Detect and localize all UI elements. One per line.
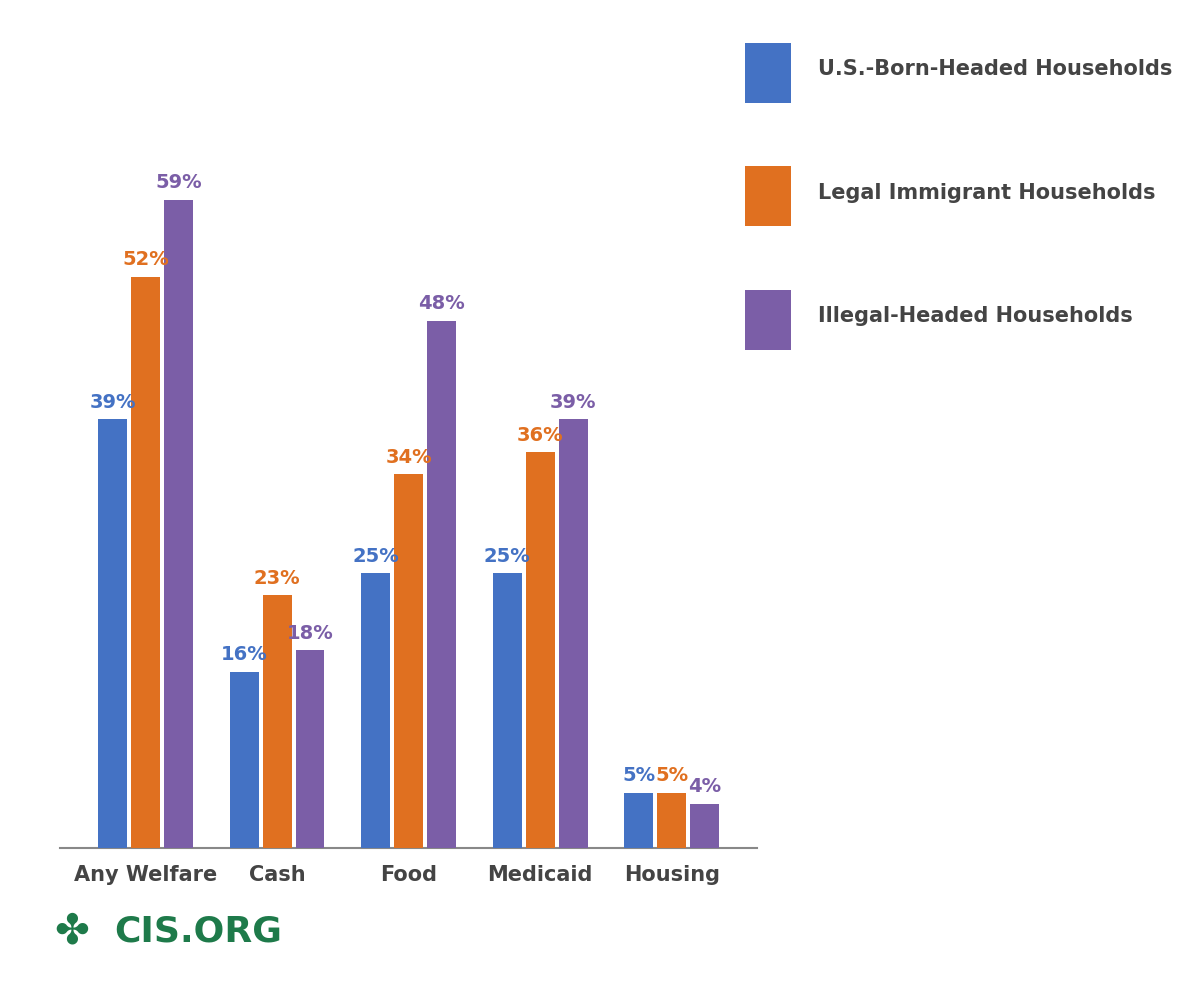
Text: 18%: 18% — [286, 623, 333, 643]
Text: ✤: ✤ — [54, 911, 90, 952]
Bar — [163, 200, 194, 848]
Bar — [230, 672, 258, 848]
Bar — [131, 277, 160, 848]
Text: 39%: 39% — [549, 392, 596, 412]
Text: 48%: 48% — [418, 294, 465, 313]
Bar — [657, 793, 686, 848]
Text: 36%: 36% — [517, 426, 564, 445]
Text: Illegal-Headed Households: Illegal-Headed Households — [819, 307, 1133, 326]
Bar — [362, 573, 391, 848]
Bar — [690, 804, 719, 848]
Text: 5%: 5% — [655, 766, 689, 785]
Text: 39%: 39% — [89, 392, 136, 412]
Bar — [559, 419, 588, 848]
Text: 25%: 25% — [484, 546, 531, 566]
Text: 52%: 52% — [123, 250, 169, 269]
Text: U.S.-Born-Headed Households: U.S.-Born-Headed Households — [819, 59, 1173, 79]
Bar — [296, 650, 325, 848]
Text: CIS.ORG: CIS.ORG — [114, 915, 282, 949]
Text: Legal Immigrant Households: Legal Immigrant Households — [819, 182, 1156, 203]
Bar — [624, 793, 654, 848]
Text: 16%: 16% — [221, 646, 268, 665]
Text: 25%: 25% — [352, 546, 399, 566]
Bar — [263, 596, 292, 848]
FancyBboxPatch shape — [745, 290, 791, 350]
FancyBboxPatch shape — [745, 42, 791, 103]
Bar — [394, 474, 423, 848]
Text: 34%: 34% — [386, 448, 432, 466]
Text: 59%: 59% — [155, 174, 202, 192]
Bar — [525, 453, 554, 848]
Text: 23%: 23% — [254, 569, 300, 588]
Bar — [427, 320, 456, 848]
Bar — [99, 419, 127, 848]
FancyBboxPatch shape — [745, 167, 791, 227]
Text: 5%: 5% — [623, 766, 655, 785]
Bar — [493, 573, 522, 848]
Text: 4%: 4% — [688, 777, 721, 797]
